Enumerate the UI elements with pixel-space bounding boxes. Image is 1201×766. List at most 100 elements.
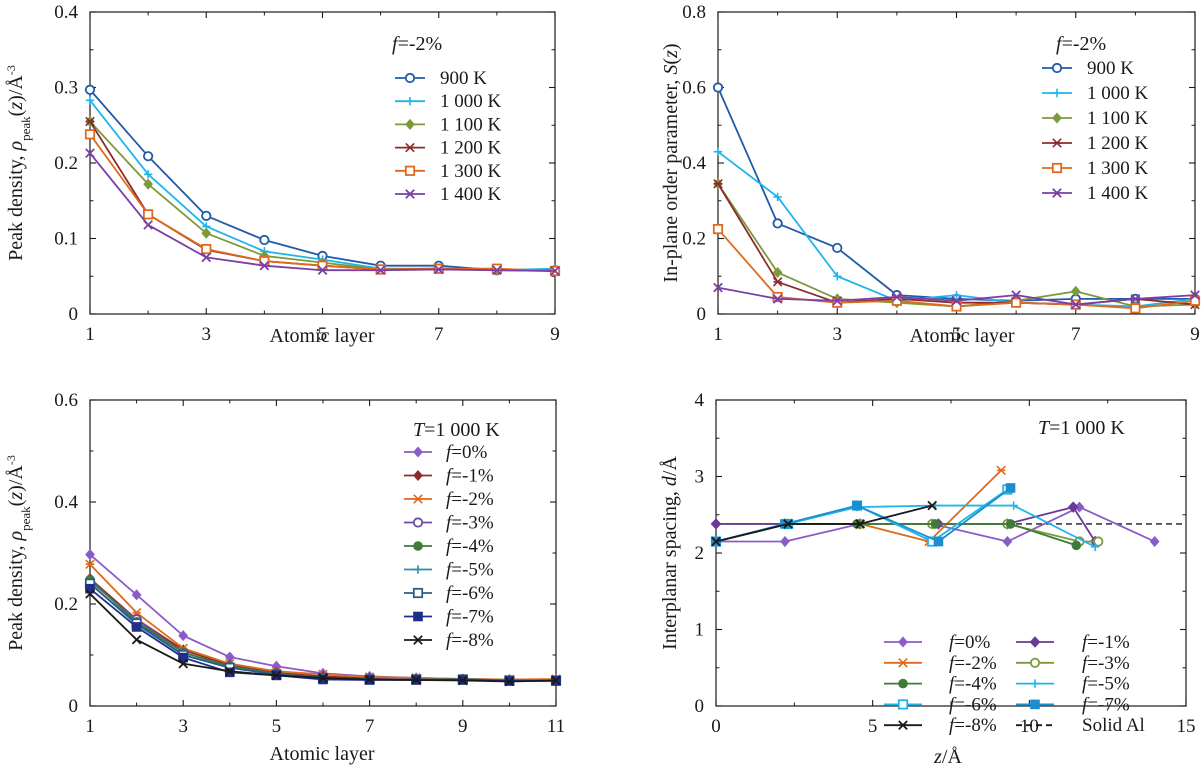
legend-item: 1 100 K xyxy=(395,114,502,135)
legend-label: f=-1% xyxy=(1082,632,1130,653)
point xyxy=(201,210,212,221)
x-tick-label: 5 xyxy=(868,716,878,737)
x-tick-label: 15 xyxy=(1177,716,1196,737)
x-tick-label: 1 xyxy=(85,324,95,345)
y-ticks: 0 0.2 0.4 0.6 xyxy=(54,390,556,717)
legend-label: f=-4% xyxy=(446,536,494,557)
x-axis-label: z/Å xyxy=(933,746,962,766)
point xyxy=(1030,679,1040,688)
legend-item: Solid Al xyxy=(1016,715,1145,736)
y-tick-label: 0.3 xyxy=(54,78,78,99)
point xyxy=(772,294,783,304)
point xyxy=(1009,501,1018,510)
point xyxy=(783,519,793,529)
point xyxy=(85,96,95,105)
point xyxy=(713,147,723,156)
point xyxy=(772,218,783,229)
legend-label: 1 300 K xyxy=(1087,158,1149,179)
y-tick-label: 3 xyxy=(695,467,705,488)
condition-annotation: T=1 000 K xyxy=(413,419,500,441)
x-ticks: 1 3 5 7 9 11 xyxy=(85,400,565,737)
point xyxy=(1093,536,1104,547)
point xyxy=(852,500,862,511)
point xyxy=(898,678,908,689)
point xyxy=(457,675,468,686)
point xyxy=(405,189,415,199)
legend-item: f=-1% xyxy=(1016,632,1130,653)
series-5 xyxy=(85,148,560,276)
series-group xyxy=(710,465,1160,552)
legend-label: 900 K xyxy=(440,68,487,89)
condition-annotation: T=1 000 K xyxy=(1038,417,1125,439)
point xyxy=(952,290,961,300)
legend-item: f=-3% xyxy=(404,513,494,534)
legend-item: 1 400 K xyxy=(1042,183,1149,204)
legend-item: f=-2% xyxy=(884,653,997,674)
legend-item: f=-5% xyxy=(1016,674,1130,695)
legend: 900 K1 000 K1 100 K 1 200 K1 300 K1 400 K xyxy=(395,68,502,205)
point xyxy=(178,652,188,663)
point xyxy=(711,536,721,547)
legend-item: f=-4% xyxy=(404,536,494,557)
x-tick-label: 7 xyxy=(1071,324,1081,345)
point xyxy=(772,266,783,279)
point xyxy=(404,72,416,84)
point xyxy=(375,265,386,276)
point xyxy=(773,192,782,202)
legend-item: 1 100 K xyxy=(1042,108,1149,129)
point xyxy=(178,630,189,642)
point xyxy=(996,465,1006,476)
point xyxy=(201,227,212,239)
legend-label: f=-2% xyxy=(949,653,997,674)
y-ticks: 0 0.1 0.2 0.3 0.4 xyxy=(54,2,555,325)
point xyxy=(318,674,328,685)
point xyxy=(413,611,423,622)
y-tick-label: 0 xyxy=(69,696,79,717)
point xyxy=(713,178,723,189)
legend-item: f=-5% xyxy=(404,560,494,581)
point xyxy=(1090,542,1100,552)
y-tick-label: 0.2 xyxy=(54,153,78,174)
point xyxy=(412,517,424,528)
x-tick-label: 3 xyxy=(833,324,843,345)
legend-label: f=0% xyxy=(949,632,990,653)
legend-item: 1 300 K xyxy=(1042,158,1149,179)
panel-peak-density-misfit: 1 3 5 7 9 11 0 0.2 0.4 0.6 Atomic layer Peak densit… xyxy=(4,390,565,765)
series-line xyxy=(715,488,1008,543)
legend-item: f=-6% xyxy=(404,583,494,604)
legend-item: f=-6% xyxy=(884,694,997,715)
series-6 xyxy=(710,484,1013,547)
condition-annotation: f=-2% xyxy=(392,33,442,55)
point xyxy=(933,536,944,547)
point xyxy=(411,675,422,685)
point xyxy=(1189,295,1201,306)
x-tick-label: 0 xyxy=(711,716,721,737)
point xyxy=(1051,62,1063,74)
legend-label: 1 000 K xyxy=(440,91,502,112)
point xyxy=(405,142,415,153)
y-tick-label: 0.4 xyxy=(54,492,78,513)
point xyxy=(492,265,502,276)
y-tick-label: 0.1 xyxy=(54,229,78,250)
point xyxy=(224,666,235,677)
point xyxy=(1030,699,1040,710)
legend-item: f=-8% xyxy=(884,715,997,736)
point xyxy=(550,266,560,276)
legend-item: 1 400 K xyxy=(395,184,502,205)
y-tick-label: 0.8 xyxy=(682,2,706,23)
point xyxy=(131,589,142,601)
point xyxy=(1052,138,1062,148)
point xyxy=(1149,535,1160,548)
point xyxy=(413,469,423,482)
series-8 xyxy=(85,588,561,687)
point xyxy=(1190,290,1200,300)
point xyxy=(405,97,415,106)
legend-label: f=0% xyxy=(446,442,487,463)
point xyxy=(1029,657,1041,668)
y-tick-label: 0.6 xyxy=(54,390,78,411)
point xyxy=(405,118,415,130)
legend-label: f=-1% xyxy=(446,466,494,487)
point xyxy=(1067,501,1079,513)
legend-item: f=0% xyxy=(404,442,487,463)
